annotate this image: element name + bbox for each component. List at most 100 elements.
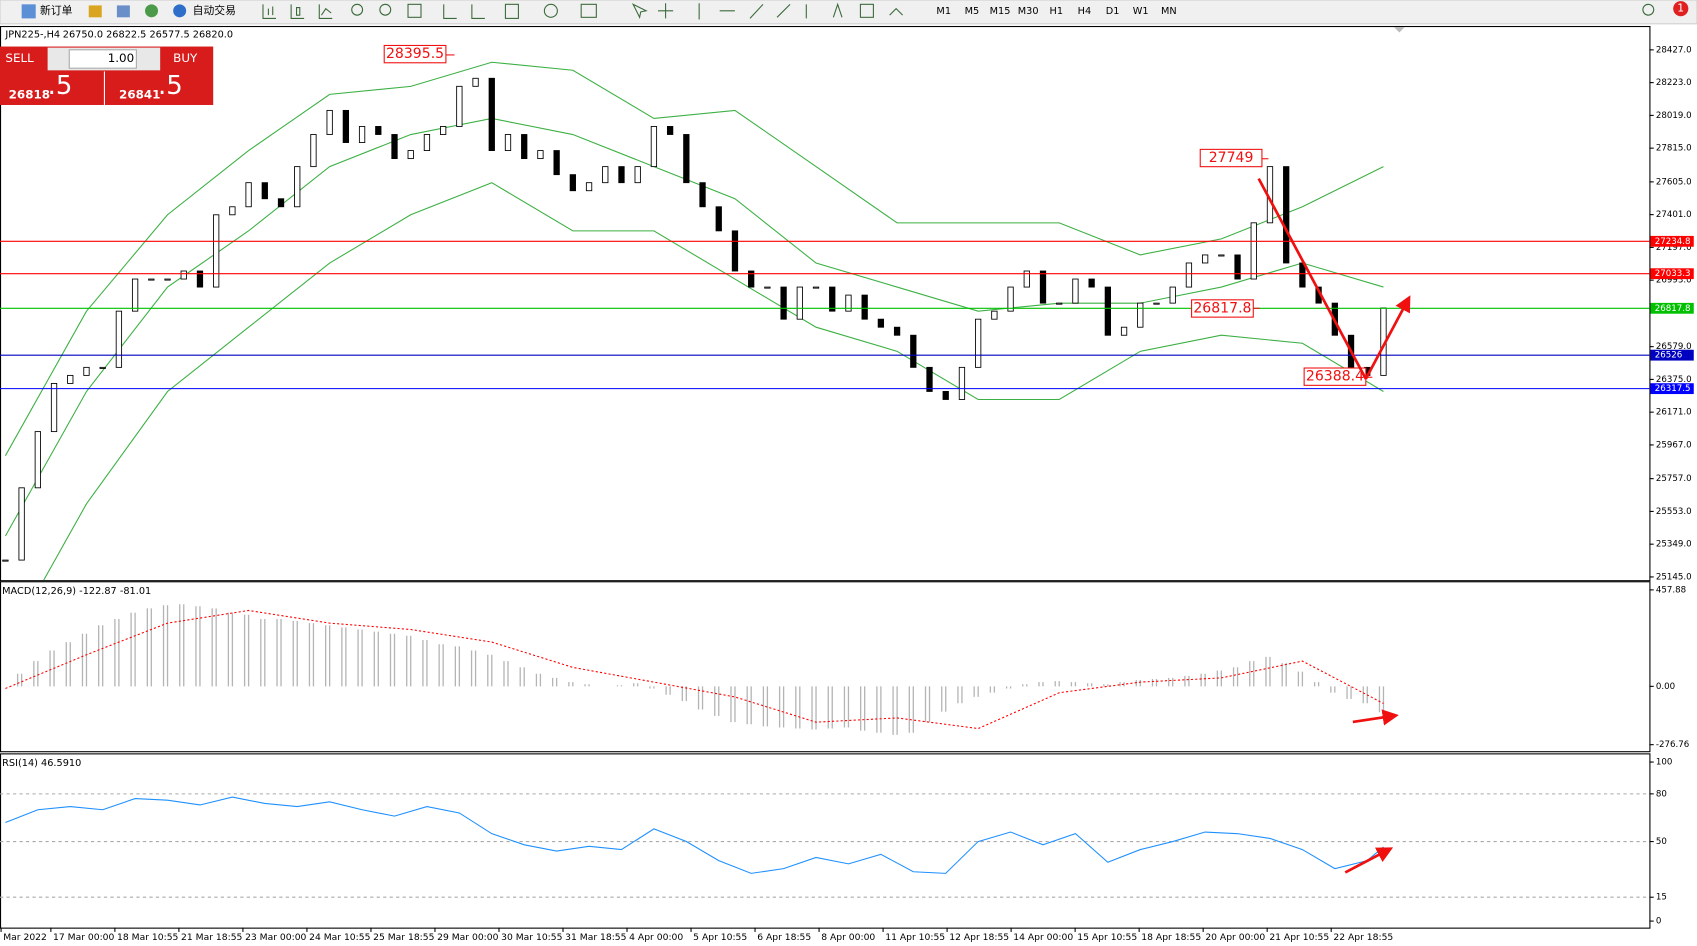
timeframe[interactable]: H1: [1050, 6, 1064, 17]
y-tick-label: 15: [1656, 893, 1667, 903]
candle-body: [213, 214, 220, 288]
x-tick-label: 17 Mar 00:00: [53, 932, 114, 943]
candle-body: [115, 310, 123, 368]
badge[interactable]: [1673, 1, 1689, 17]
y-tick-label: 26993.0: [1656, 276, 1692, 286]
y-tick-label: 457.88: [1656, 585, 1686, 595]
candle-body: [780, 286, 787, 320]
level-label: 26817.8: [1655, 304, 1691, 314]
timeframe[interactable]: D1: [1106, 6, 1120, 17]
candle-body: [829, 286, 836, 312]
macd-frame: [0, 581, 1651, 753]
new-order[interactable]: 新订单: [40, 3, 73, 17]
candle-body: [845, 294, 852, 312]
rsi-line: [5, 796, 1384, 874]
candle-body: [877, 318, 885, 328]
level-label: 27234.8: [1655, 237, 1691, 247]
candle-body: [358, 126, 366, 143]
rsi-frame: [0, 753, 1651, 929]
icon[interactable]: [88, 5, 102, 18]
rsi-title: RSI(14) 46.5910: [2, 758, 81, 769]
annotation-box: [383, 44, 447, 64]
candle-body: [488, 77, 495, 151]
candle-body: [569, 174, 576, 192]
y-tick-label: 27401.0: [1656, 210, 1692, 220]
candle-body: [1088, 278, 1095, 288]
candle-body: [893, 326, 901, 336]
arrow: [1364, 295, 1411, 380]
candle-body: [67, 374, 74, 384]
timeframe[interactable]: M5: [965, 6, 980, 17]
candle-body: [1056, 302, 1063, 305]
y-tick-label: 25553.0: [1656, 507, 1692, 517]
candle-body: [683, 134, 690, 184]
timeframe[interactable]: M15: [990, 6, 1011, 17]
candle-body: [229, 206, 236, 216]
tool-icons[interactable]: [262, 2, 1655, 20]
buy-button[interactable]: BUY: [173, 51, 198, 65]
candle-body: [148, 278, 155, 281]
icon[interactable]: [145, 4, 159, 18]
sell-button[interactable]: SELL: [5, 51, 34, 65]
y-tick-label: 25967.0: [1656, 440, 1692, 450]
icon[interactable]: [116, 5, 130, 18]
toolbar: 新订单 自动交易 M1 M5 M15 M30 H1 H4 D1 W1 MN 1: [0, 0, 1697, 25]
candle-body: [277, 198, 285, 208]
level-tag: [1650, 302, 1694, 314]
candle-body: [1218, 254, 1225, 257]
candle-body: [1169, 286, 1176, 304]
annotation: 26388.4: [1306, 369, 1364, 385]
arrow: [1257, 177, 1368, 380]
new-order-icon[interactable]: [21, 4, 36, 19]
y-tick-label: 27605.0: [1656, 177, 1692, 187]
candle-body: [585, 182, 593, 192]
volume-input[interactable]: [68, 49, 137, 69]
candle-body: [731, 230, 739, 272]
candle-body: [991, 310, 998, 320]
candle-body: [196, 270, 204, 288]
candle-body: [2, 559, 9, 562]
volume[interactable]: 1.00: [108, 51, 134, 65]
candle-body: [796, 286, 803, 320]
y-tick-label: 26375.0: [1656, 375, 1692, 385]
buy-price-pips[interactable]: .5: [158, 71, 183, 101]
symbol: JPN225-,H4: [4, 30, 60, 41]
candle-body: [34, 431, 41, 489]
y-tick-label: 0: [1656, 917, 1661, 927]
y-tick-label: 26171.0: [1656, 408, 1692, 418]
annotation: 26817.8: [1193, 300, 1251, 316]
timeframe[interactable]: M1: [936, 6, 951, 17]
candle-body: [861, 294, 868, 320]
auto-trading[interactable]: 自动交易: [193, 3, 236, 17]
y-tick-label: 25145.0: [1656, 572, 1692, 582]
sell-price-pips[interactable]: .5: [48, 71, 73, 101]
candle-body: [537, 150, 544, 160]
y-tick-label: 100: [1656, 758, 1672, 768]
candle-body: [1072, 278, 1079, 304]
candle-body: [926, 366, 933, 392]
timeframe[interactable]: M30: [1018, 6, 1039, 17]
panels: [0, 25, 1651, 929]
candle-body: [764, 286, 771, 289]
y-tick-label: 0.00: [1656, 682, 1675, 692]
sell-price[interactable]: 26818: [9, 88, 50, 102]
candle-body: [666, 126, 674, 135]
timeframe[interactable]: W1: [1133, 6, 1149, 17]
arrow: [1352, 709, 1399, 726]
candle-body: [1250, 222, 1257, 280]
x-tick-label: 6 Apr 18:55: [757, 932, 811, 943]
macd: [5, 604, 1385, 735]
timeframe[interactable]: H4: [1078, 6, 1092, 17]
x-tick-label: 31 Mar 18:55: [565, 932, 626, 943]
x-tick-label: 8 Apr 00:00: [821, 932, 875, 943]
candle-body: [602, 166, 609, 184]
y-tick-label: 26579.0: [1656, 342, 1692, 352]
y-tick-label: 27815.0: [1656, 144, 1692, 154]
buy-price[interactable]: 26841: [119, 88, 160, 102]
timeframe[interactable]: MN: [1161, 6, 1177, 17]
candle-body: [975, 318, 982, 368]
auto-trading-icon[interactable]: [173, 4, 187, 18]
x-tick-label: 18 Mar 10:55: [117, 932, 178, 943]
badge-count[interactable]: 1: [1677, 2, 1684, 15]
candle-body: [472, 77, 479, 87]
